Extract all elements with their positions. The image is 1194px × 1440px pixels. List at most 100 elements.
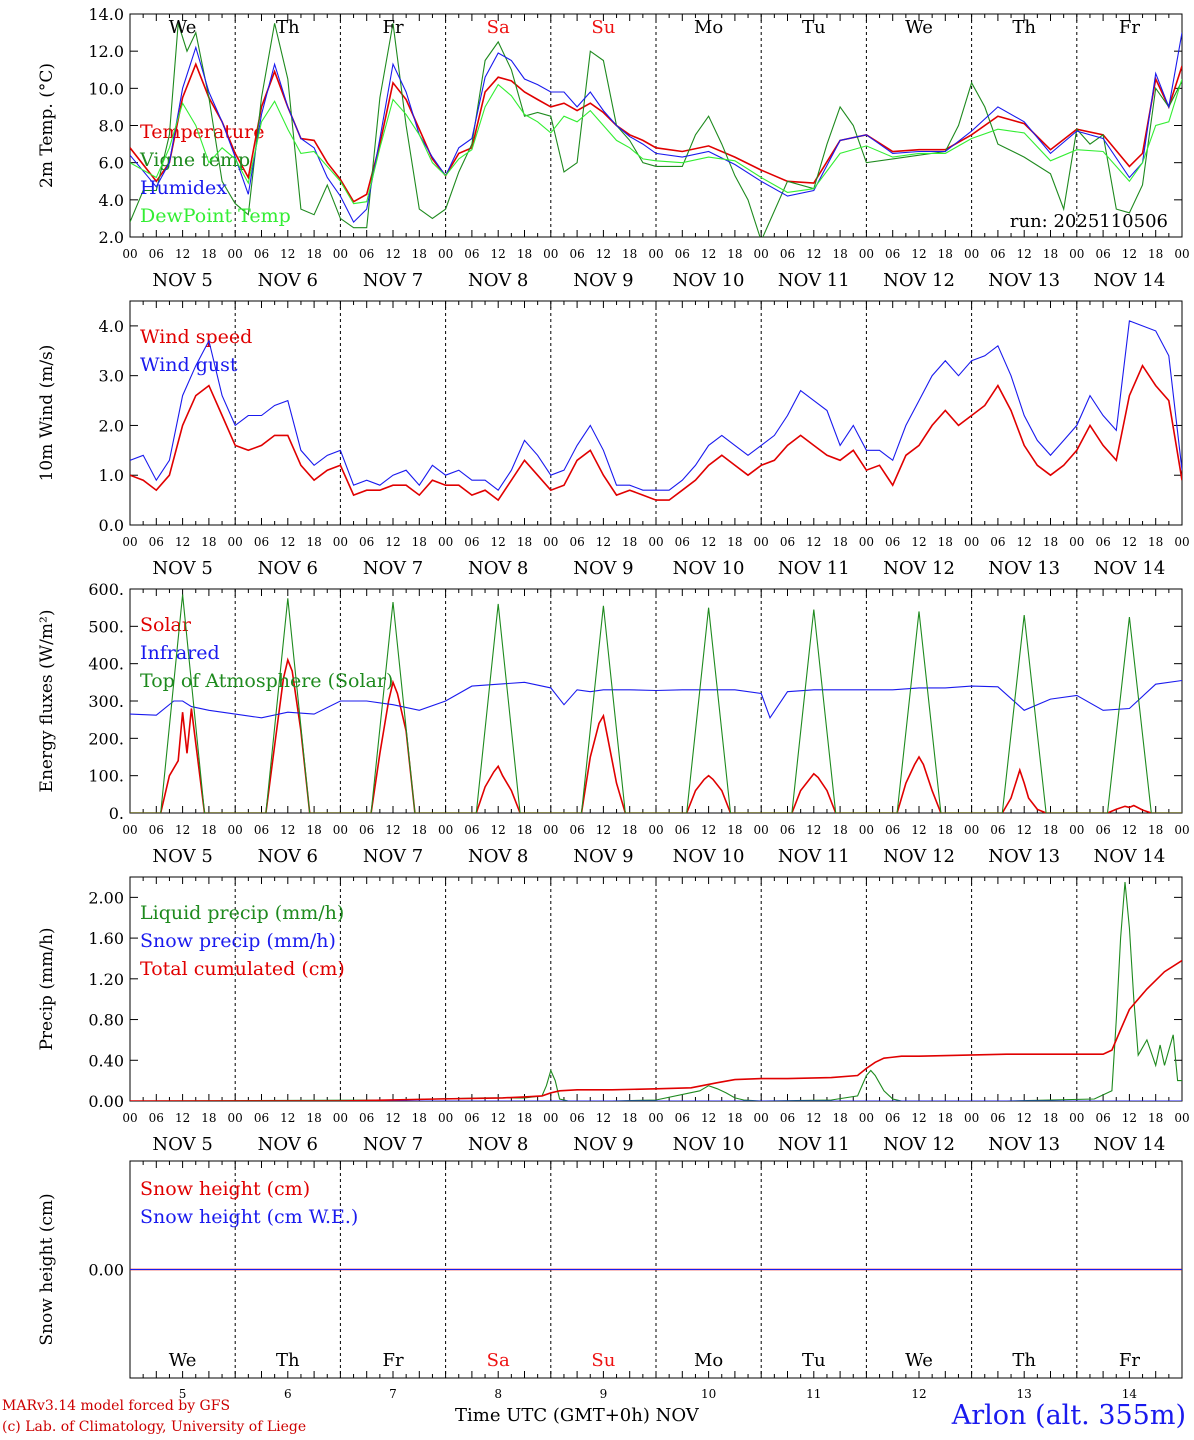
hour-tick-label: 12 (1122, 535, 1137, 549)
legend-entry: Wind speed (140, 326, 252, 348)
hour-tick-label: 06 (885, 535, 900, 549)
hour-tick-label: 12 (1122, 247, 1137, 261)
y-tick-label: 2.00 (88, 888, 124, 907)
hour-tick-label: 18 (201, 247, 216, 261)
date-label: NOV 6 (258, 558, 318, 579)
hour-tick-label: 18 (1043, 823, 1058, 837)
legend-entry: Total cumulated (cm) (140, 958, 345, 980)
hour-tick-label: 00 (122, 1111, 137, 1125)
hour-tick-label: 00 (964, 1111, 979, 1125)
credit-model: MARv3.14 model forced by GFS (2, 1398, 231, 1414)
date-label: NOV 11 (778, 270, 850, 291)
hour-tick-label: 12 (1017, 823, 1032, 837)
hour-tick-label: 06 (885, 247, 900, 261)
series-line (130, 594, 1182, 813)
date-label: NOV 14 (1093, 270, 1165, 291)
weekday-label: Fr (1119, 17, 1140, 38)
hour-tick-label: 06 (149, 1111, 164, 1125)
hour-tick-label: 06 (464, 823, 479, 837)
hour-tick-label: 18 (517, 823, 532, 837)
hour-tick-label: 00 (333, 247, 348, 261)
date-label: NOV 7 (363, 846, 423, 867)
hour-tick-label: 00 (438, 535, 453, 549)
y-axis-label: Snow height (cm) (37, 1193, 57, 1345)
date-label: NOV 6 (258, 846, 318, 867)
hour-tick-label: 00 (648, 823, 663, 837)
hour-tick-label: 00 (122, 823, 137, 837)
hour-tick-label: 18 (306, 1111, 321, 1125)
legend-entry: Top of Atmosphere (Solar) (140, 670, 393, 692)
y-tick-label: 4.0 (99, 191, 124, 210)
hour-tick-label: 18 (727, 1111, 742, 1125)
hour-tick-label: 06 (990, 247, 1005, 261)
hour-tick-label: 06 (254, 535, 269, 549)
hour-tick-label: 12 (701, 247, 716, 261)
hour-tick-label: 12 (911, 823, 926, 837)
hour-tick-label: 18 (201, 535, 216, 549)
weekday-label: We (905, 1350, 933, 1371)
hour-tick-label: 06 (254, 247, 269, 261)
y-tick-label: 4.0 (99, 317, 124, 336)
hour-tick-label: 06 (780, 535, 795, 549)
hour-tick-label: 06 (1095, 247, 1110, 261)
weekday-label: Sa (487, 1350, 510, 1371)
y-tick-label: 0.40 (88, 1051, 124, 1070)
y-tick-label: 400. (88, 655, 124, 674)
y-tick-label: 1.20 (88, 970, 124, 989)
legend-entry: Liquid precip (mm/h) (140, 902, 344, 924)
date-label: NOV 13 (988, 270, 1060, 291)
hour-tick-label: 18 (306, 247, 321, 261)
date-label: NOV 11 (778, 846, 850, 867)
hour-tick-label: 12 (701, 535, 716, 549)
hour-tick-label: 18 (938, 823, 953, 837)
hour-tick-label: 12 (806, 1111, 821, 1125)
hour-tick-label: 12 (280, 823, 295, 837)
date-label: NOV 5 (152, 846, 212, 867)
hour-tick-label: 12 (385, 535, 400, 549)
hour-tick-label: 18 (412, 1111, 427, 1125)
date-label: NOV 6 (258, 270, 318, 291)
panel-frame (129, 13, 1183, 238)
weekday-label: Th (276, 17, 300, 38)
hour-tick-label: 12 (175, 535, 190, 549)
hour-tick-label: 18 (938, 535, 953, 549)
hour-tick-label: 00 (543, 535, 558, 549)
hour-tick-label: 18 (622, 535, 637, 549)
hour-tick-label: 00 (438, 1111, 453, 1125)
hour-tick-label: 12 (1122, 1111, 1137, 1125)
hour-tick-label: 12 (596, 535, 611, 549)
hour-tick-label: 00 (122, 247, 137, 261)
hour-tick-label: 12 (596, 823, 611, 837)
hour-tick-label: 00 (964, 823, 979, 837)
y-tick-label: 2.0 (99, 416, 124, 435)
weekday-label: We (169, 1350, 197, 1371)
weekday-label: Mo (694, 17, 723, 38)
hour-tick-label: 18 (517, 247, 532, 261)
y-tick-label: 0. (109, 804, 124, 823)
hour-tick-label: 12 (175, 247, 190, 261)
hour-tick-label: 00 (964, 535, 979, 549)
hour-tick-label: 00 (1069, 823, 1084, 837)
hour-tick-label: 00 (1174, 823, 1189, 837)
date-label: NOV 8 (468, 558, 528, 579)
hour-tick-label: 18 (727, 823, 742, 837)
date-label: NOV 10 (673, 270, 745, 291)
date-label: NOV 10 (673, 1134, 745, 1155)
hour-tick-label: 18 (412, 823, 427, 837)
day-number-label: 14 (1122, 1387, 1138, 1401)
series-line (130, 320, 1182, 491)
date-label: NOV 8 (468, 1134, 528, 1155)
y-tick-label: 300. (88, 692, 124, 711)
day-number-label: 11 (806, 1387, 821, 1401)
hour-tick-label: 12 (1017, 535, 1032, 549)
run-label: run: 2025110506 (1010, 211, 1168, 232)
weekday-label: Tu (802, 1350, 826, 1371)
hour-tick-label: 06 (569, 247, 584, 261)
day-number-label: 13 (1017, 1387, 1032, 1401)
hour-tick-label: 00 (122, 535, 137, 549)
hour-tick-label: 00 (543, 247, 558, 261)
day-number-label: 7 (389, 1387, 397, 1401)
date-label: NOV 10 (673, 846, 745, 867)
hour-tick-label: 06 (675, 247, 690, 261)
hour-tick-label: 18 (832, 535, 847, 549)
